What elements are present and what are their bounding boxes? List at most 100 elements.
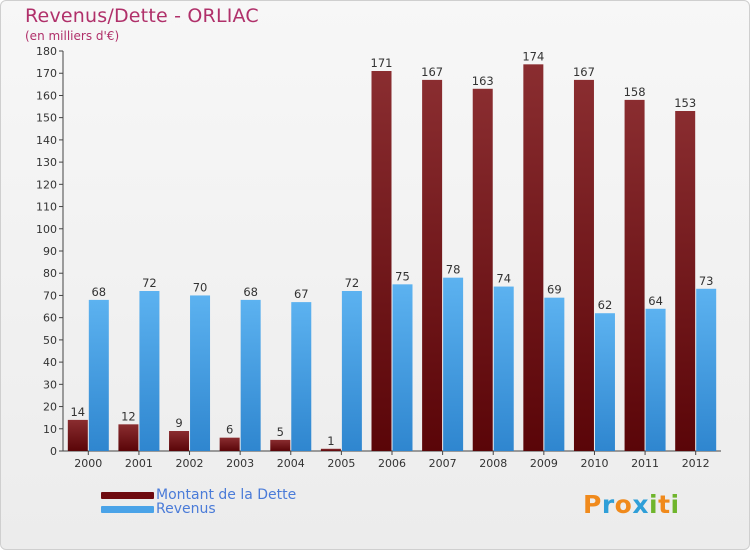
logo-letter: P <box>583 490 602 519</box>
bar-dette <box>573 79 594 451</box>
x-tick-label: 2007 <box>429 457 457 470</box>
x-tick-label: 2011 <box>631 457 659 470</box>
x-tick-label: 2004 <box>277 457 305 470</box>
legend-label-revenus: Revenus <box>156 501 216 517</box>
bar-revenus <box>544 297 565 451</box>
bar-dette <box>219 437 240 451</box>
y-tick-label: 10 <box>43 423 57 436</box>
bar-dette <box>320 448 341 451</box>
data-label: 167 <box>573 65 595 79</box>
chart-subtitle: (en milliers d'€) <box>25 29 120 43</box>
y-tick-label: 60 <box>43 312 57 325</box>
data-label: 75 <box>395 269 410 283</box>
data-label: 158 <box>624 85 646 99</box>
bar-dette <box>624 99 645 451</box>
chart-labels: 14 12 9 6 5 1 171 167 163 174 167 158 153 68 72 70 68 67 7… <box>70 49 713 447</box>
y-tick-label: 120 <box>36 178 57 191</box>
data-label: 9 <box>175 416 182 430</box>
x-tick-label: 2003 <box>226 457 254 470</box>
legend-item-revenus: Revenus <box>101 502 216 516</box>
y-tick-label: 80 <box>43 267 57 280</box>
data-label: 73 <box>699 274 714 288</box>
data-label: 167 <box>421 65 443 79</box>
y-tick-label: 150 <box>36 112 57 125</box>
chart-bars <box>67 64 717 452</box>
bar-revenus <box>594 313 615 451</box>
bar-revenus <box>341 291 362 451</box>
data-label: 67 <box>294 287 309 301</box>
data-label: 171 <box>371 56 393 70</box>
bar-revenus <box>696 288 717 451</box>
x-tick-label: 2010 <box>580 457 608 470</box>
x-tick-label: 2000 <box>74 457 102 470</box>
y-tick-label: 90 <box>43 245 57 258</box>
bar-revenus <box>190 295 211 451</box>
data-label: 1 <box>327 434 334 448</box>
legend-swatch-revenus <box>101 505 154 513</box>
data-label: 62 <box>598 298 613 312</box>
data-label: 72 <box>345 276 360 290</box>
y-tick-label: 180 <box>36 45 57 58</box>
data-label: 14 <box>70 405 85 419</box>
data-label: 174 <box>522 49 544 63</box>
y-tick-label: 40 <box>43 356 57 369</box>
x-tick-label: 2005 <box>327 457 355 470</box>
data-label: 5 <box>277 425 284 439</box>
bar-dette <box>169 431 190 451</box>
y-tick-label: 30 <box>43 378 57 391</box>
bar-revenus <box>443 277 464 451</box>
bar-dette <box>422 79 443 451</box>
logo-letter: i <box>670 490 680 519</box>
bar-revenus <box>88 299 109 451</box>
y-tick-label: 100 <box>36 223 57 236</box>
logo-letter: r <box>601 490 615 519</box>
bar-dette <box>523 64 544 452</box>
logo-letter: t <box>658 490 671 519</box>
bar-dette <box>270 439 291 451</box>
logo-letter: o <box>614 490 633 519</box>
bar-dette <box>675 111 696 451</box>
bar-dette <box>67 419 88 451</box>
bar-revenus <box>139 291 160 451</box>
x-tick-label: 2001 <box>125 457 153 470</box>
x-tick-label: 2002 <box>176 457 204 470</box>
bar-dette <box>472 88 493 452</box>
bar-revenus <box>493 286 514 451</box>
y-tick-label: 140 <box>36 134 57 147</box>
y-tick-label: 130 <box>36 156 57 169</box>
legend-label-dette: Montant de la Dette <box>156 487 297 503</box>
y-tick-label: 20 <box>43 401 57 414</box>
x-tick-label: 2006 <box>378 457 406 470</box>
bar-dette <box>118 424 139 451</box>
chart-title: Revenus/Dette - ORLIAC <box>25 5 259 27</box>
y-tick-label: 70 <box>43 289 57 302</box>
bar-dette <box>371 71 392 451</box>
legend-item-dette: Montant de la Dette <box>101 488 296 502</box>
y-tick-label: 170 <box>36 67 57 80</box>
data-label: 68 <box>243 285 258 299</box>
data-label: 78 <box>446 263 461 277</box>
logo-letter: x <box>632 490 649 519</box>
y-tick-label: 50 <box>43 334 57 347</box>
bar-revenus <box>240 299 261 451</box>
x-tick-label: 2012 <box>682 457 710 470</box>
logo-letter: i <box>649 490 659 519</box>
data-label: 69 <box>547 283 562 297</box>
bar-revenus <box>291 302 312 451</box>
data-label: 72 <box>142 276 157 290</box>
data-label: 64 <box>648 294 663 308</box>
data-label: 12 <box>121 409 136 423</box>
data-label: 153 <box>674 96 696 110</box>
y-tick-label: 0 <box>50 445 57 458</box>
data-label: 163 <box>472 74 494 88</box>
x-tick-label: 2008 <box>479 457 507 470</box>
proxiti-logo: Proxiti <box>583 490 680 519</box>
bar-revenus <box>392 284 413 451</box>
y-tick-label: 110 <box>36 201 57 214</box>
y-tick-label: 160 <box>36 89 57 102</box>
data-label: 6 <box>226 423 233 437</box>
x-tick-label: 2009 <box>530 457 558 470</box>
legend-swatch-dette <box>101 491 154 499</box>
